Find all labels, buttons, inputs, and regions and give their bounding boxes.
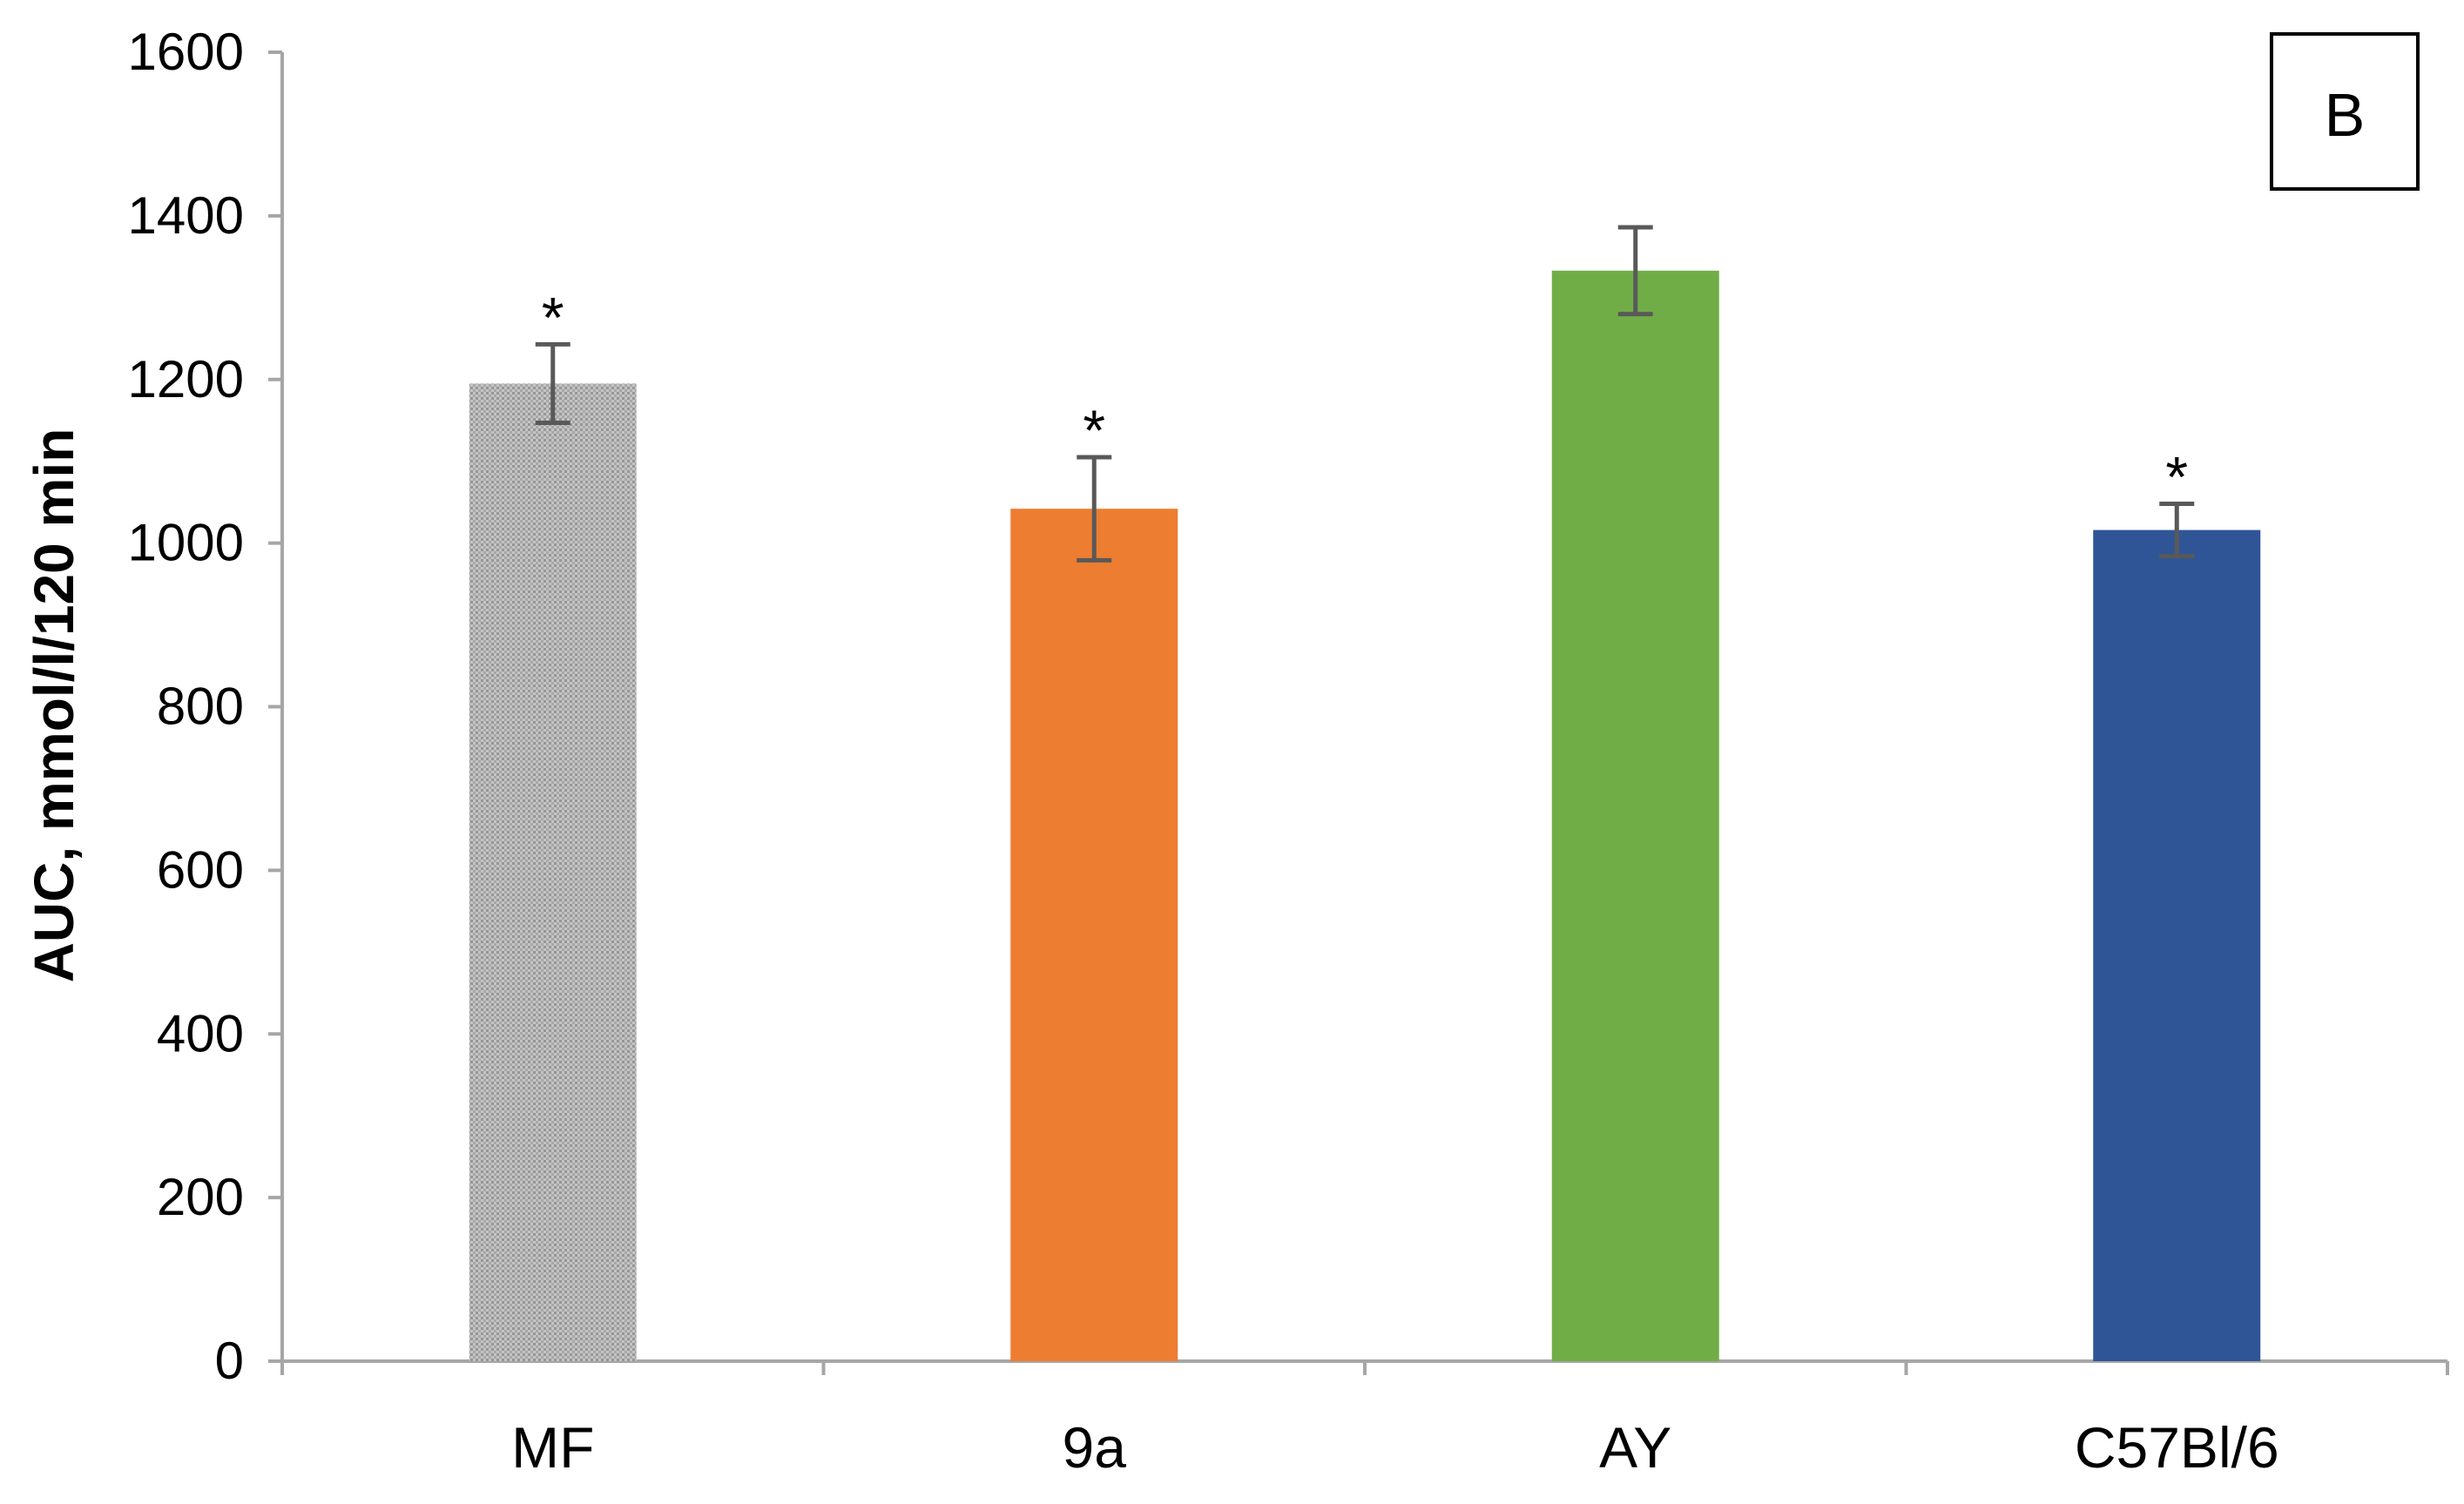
y-tick-label: 1200 — [128, 350, 244, 408]
x-tick-label: 9a — [1063, 1415, 1127, 1480]
bars — [469, 270, 2261, 1361]
significance-markers: * * * — [542, 285, 2188, 509]
bar-c57bl-6 — [2093, 529, 2261, 1361]
significance-star: * — [542, 285, 564, 349]
y-axis-title: AUC, mmol/l/120 min — [23, 428, 85, 983]
bar-ay — [1551, 270, 1719, 1361]
y-tick-label: 200 — [157, 1168, 244, 1226]
y-tick-label: 1000 — [128, 514, 244, 572]
error-bars — [535, 225, 2195, 563]
panel-label: B — [2325, 81, 2366, 149]
significance-star: * — [1083, 398, 1105, 462]
x-axis: MF 9a AY C57Bl/6 — [280, 1359, 2449, 1480]
panel-label-box: B — [2270, 32, 2420, 191]
y-tick-label: 400 — [157, 1004, 244, 1062]
significance-star: * — [2165, 445, 2188, 509]
y-axis: 0 200 400 600 800 1000 1200 1400 1600 — [128, 23, 284, 1390]
x-tick-label: MF — [511, 1415, 594, 1480]
y-tick-label: 600 — [157, 840, 244, 899]
y-tick-label: 1600 — [128, 23, 244, 81]
y-tick-label: 800 — [157, 678, 244, 736]
bar-mf — [469, 383, 637, 1361]
y-tick-label: 1400 — [128, 186, 244, 245]
panel-label-frame — [2270, 32, 2420, 191]
x-tick-label: C57Bl/6 — [2075, 1415, 2279, 1480]
bar-9a — [1010, 509, 1178, 1361]
x-tick-label: AY — [1599, 1415, 1671, 1480]
y-tick-label: 0 — [215, 1332, 244, 1390]
